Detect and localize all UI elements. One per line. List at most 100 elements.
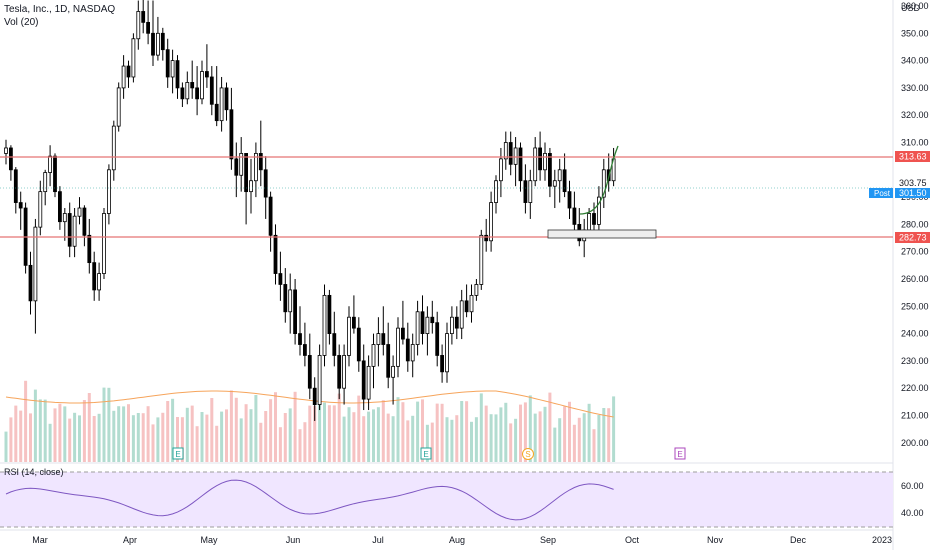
volume-bar <box>318 384 322 462</box>
volume-bar <box>229 390 233 462</box>
price-tick-label: 340.00 <box>901 56 929 66</box>
candle-body <box>244 153 249 193</box>
candle <box>288 273 293 334</box>
candle <box>180 82 185 108</box>
volume-bar <box>24 380 28 462</box>
candle <box>562 153 567 198</box>
candle <box>543 142 547 181</box>
zone-rectangle[interactable] <box>547 229 657 239</box>
candle-body <box>400 327 405 340</box>
volume-bar <box>406 420 410 462</box>
candle-body <box>180 87 185 100</box>
candle <box>116 82 121 132</box>
candle-body <box>557 169 562 182</box>
volume-bar <box>288 408 292 462</box>
event-marker[interactable]: E <box>172 447 184 460</box>
candle <box>258 120 263 187</box>
candle-body <box>77 207 82 217</box>
price-tick-label: 310.00 <box>901 138 929 148</box>
projection-curve[interactable] <box>579 145 619 215</box>
candle-body <box>224 87 229 111</box>
volume-bar <box>416 401 420 462</box>
candle-body <box>376 333 381 345</box>
candle <box>58 186 62 230</box>
volume-bar <box>381 400 385 462</box>
support-badge <box>895 232 930 243</box>
volume-bar <box>327 405 331 462</box>
volume-bar <box>264 411 268 462</box>
candle-body <box>204 71 209 78</box>
candle <box>131 33 136 83</box>
volume-bar <box>9 417 13 462</box>
volume-bar <box>612 396 616 462</box>
candle-body <box>102 213 106 274</box>
candle-body <box>498 158 503 182</box>
time-tick-label: Dec <box>790 535 807 545</box>
volume-bar <box>171 398 175 462</box>
volume-bar <box>367 411 371 462</box>
candle <box>92 251 97 301</box>
event-marker-box <box>420 447 432 460</box>
candle-body <box>317 355 322 405</box>
candle-body <box>361 360 366 400</box>
volume-bar <box>533 413 537 462</box>
support-badge-text: 282.73 <box>899 233 927 243</box>
candle <box>72 208 77 258</box>
volume-bar <box>156 417 160 462</box>
volume-bar <box>479 393 483 462</box>
candle <box>557 158 562 203</box>
candle <box>214 66 219 127</box>
price-tick-label: 260.00 <box>901 274 929 284</box>
event-marker[interactable]: E <box>420 447 432 460</box>
volume-bar <box>607 408 611 462</box>
candle-body <box>136 11 141 40</box>
candle <box>209 66 214 116</box>
candle-body <box>160 32 165 51</box>
candle <box>464 284 469 318</box>
volume-bar <box>332 405 336 462</box>
candle-body <box>28 264 33 302</box>
candle-body <box>48 155 52 173</box>
volume-bar <box>430 422 434 462</box>
candle-body <box>445 333 449 373</box>
volume-bar <box>87 393 91 462</box>
event-marker[interactable]: S <box>522 448 534 460</box>
candle <box>489 191 494 252</box>
volume-bar <box>68 418 72 462</box>
volume-bar <box>92 416 96 462</box>
volume-bar <box>141 413 145 462</box>
candle-body <box>543 153 547 171</box>
candle <box>548 147 552 198</box>
rsi-band <box>0 472 893 527</box>
candle <box>391 355 396 405</box>
candle <box>498 147 503 198</box>
candle-body <box>567 191 572 209</box>
candle-body <box>165 49 170 78</box>
time-tick-label: Mar <box>32 535 48 545</box>
volume-bar <box>337 393 341 462</box>
candle <box>494 175 498 214</box>
volume-bar <box>386 413 390 462</box>
candle <box>195 66 200 116</box>
candle-body <box>298 333 302 345</box>
candle-body <box>53 155 57 193</box>
volume-bar <box>102 387 106 462</box>
candle-body <box>312 387 317 405</box>
volume-bar <box>205 414 209 462</box>
time-tick-label: 2023 <box>872 535 892 545</box>
candle <box>151 0 155 67</box>
event-marker[interactable]: E <box>674 447 686 460</box>
candle-body <box>337 355 342 389</box>
candle <box>204 44 209 88</box>
candle-body <box>538 147 542 171</box>
candle-body <box>107 169 111 214</box>
volume-bar <box>440 403 444 462</box>
candle-body <box>8 147 13 171</box>
candle-body <box>552 180 557 187</box>
volume-bar <box>528 395 532 462</box>
volume-bar <box>313 405 317 462</box>
candle-body <box>175 60 180 89</box>
volume-bar <box>489 414 493 462</box>
volume-bar <box>131 415 135 462</box>
volume-bar <box>563 406 567 462</box>
